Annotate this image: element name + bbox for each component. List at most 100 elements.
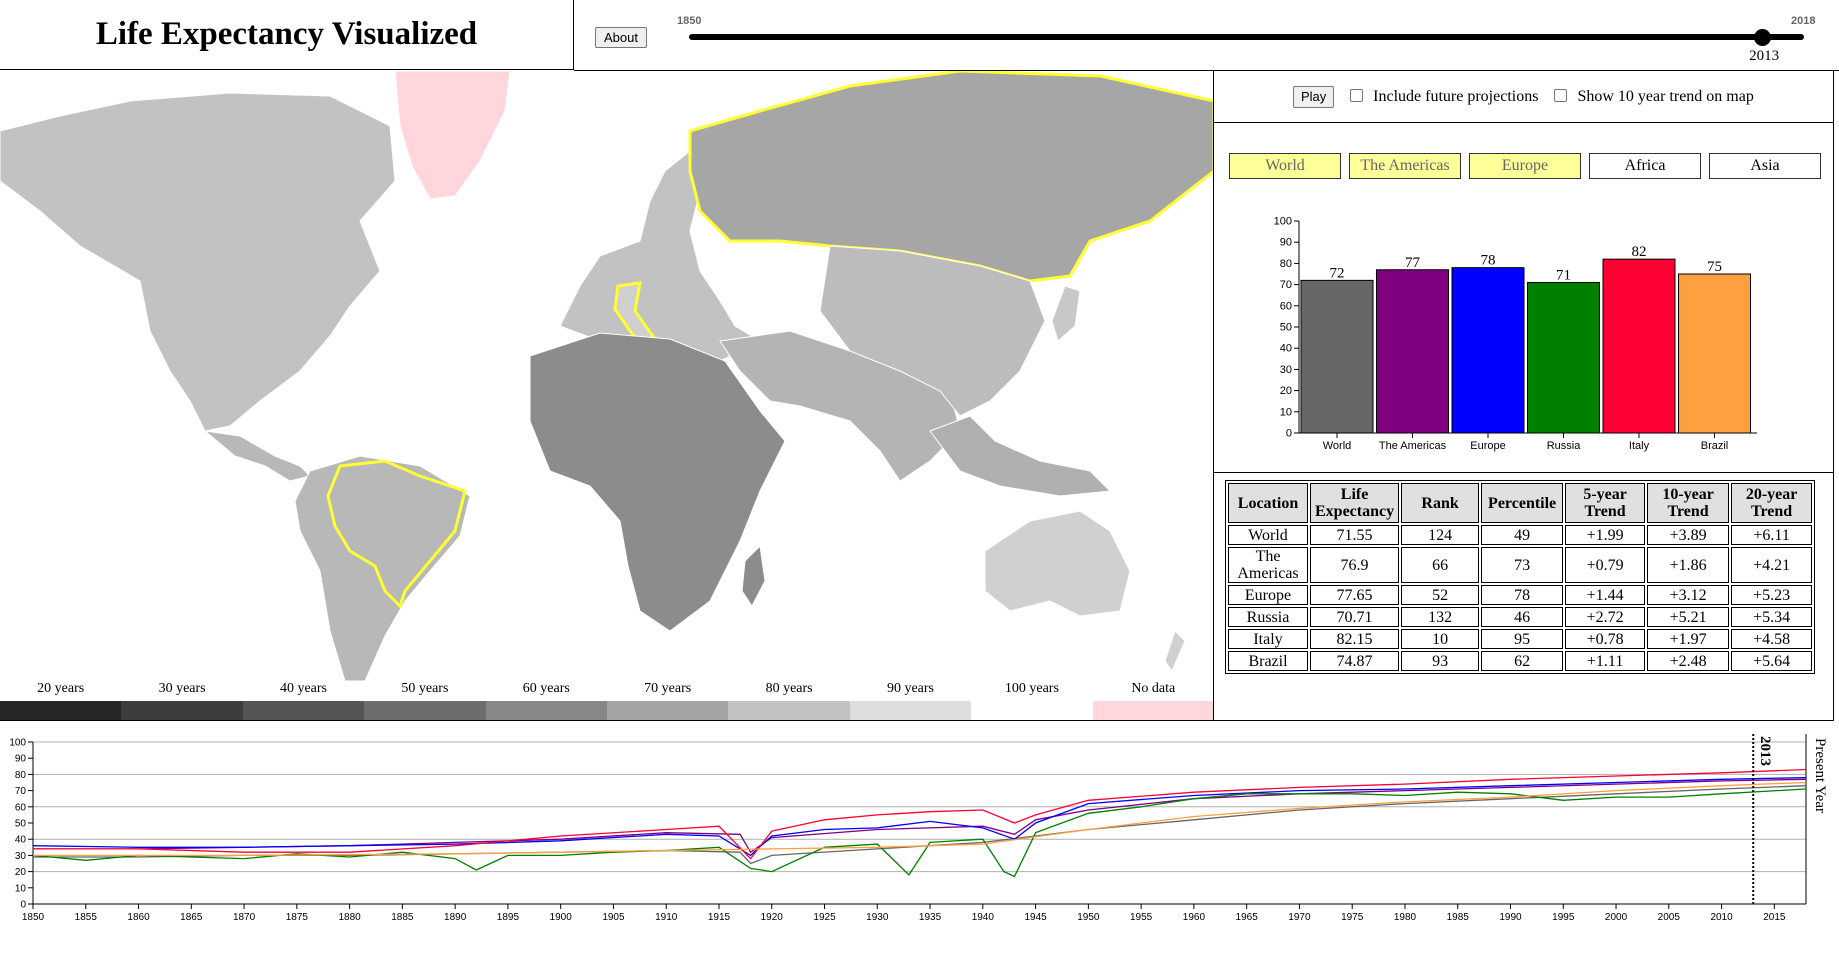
- table-cell: 74.87: [1310, 651, 1400, 671]
- map-legend: 20 years 30 years 40 years 50 years 60 years…: [0, 681, 1213, 720]
- table-cell: World: [1228, 525, 1308, 545]
- bar-value-label: 82: [1632, 244, 1647, 260]
- line-x-tick-label: 1920: [761, 912, 784, 923]
- bar: [1376, 269, 1449, 434]
- trend-checkbox[interactable]: [1554, 89, 1568, 102]
- map-brazil-highlight[interactable]: [326, 459, 467, 609]
- bar-chart: 0 10 20 30 40 50 60 70 80 90 100 72 World 77 The Ameri…: [1274, 216, 1757, 452]
- region-button-the-americas[interactable]: The Americas: [1349, 153, 1461, 179]
- region-button-europe[interactable]: Europe: [1469, 153, 1581, 179]
- map-russia[interactable]: [689, 71, 1214, 282]
- table-cell: +1.99: [1565, 525, 1646, 545]
- bar-value-label: 72: [1330, 265, 1345, 281]
- present-year-label: Present Year: [1812, 738, 1828, 813]
- line-x-tick-label: 1860: [127, 912, 150, 923]
- line-x-tick-label: 1990: [1499, 912, 1522, 923]
- map-africa[interactable]: [529, 332, 786, 632]
- trend-label: Show 10 year trend on map: [1577, 87, 1754, 105]
- region-button-world[interactable]: World: [1229, 153, 1341, 179]
- year-slider-track[interactable]: [689, 34, 1804, 40]
- table-cell: +6.11: [1731, 525, 1813, 545]
- bar-y-tick-label: 80: [1280, 258, 1292, 270]
- current-year-marker-label: 2013: [1757, 736, 1773, 766]
- table-cell: +4.58: [1731, 629, 1813, 649]
- line-x-tick-label: 1940: [972, 912, 995, 923]
- year-slider-handle[interactable]: [1754, 29, 1772, 46]
- line-x-tick-label: 1945: [1024, 912, 1047, 923]
- line-x-tick-label: 1965: [1236, 912, 1259, 923]
- table-body: World 71.55 124 49 +1.99 +3.89 +6.11 The Americ…: [1228, 525, 1813, 671]
- map-new-zealand[interactable]: [1164, 630, 1186, 673]
- bar: [1300, 279, 1374, 434]
- line-x-tick-label: 1855: [75, 912, 98, 923]
- legend-label: No data: [1131, 681, 1176, 696]
- table-header-row: Location Life Expectancy Rank Percentile 5-y…: [1228, 483, 1813, 523]
- line-x-tick-label: 1960: [1183, 912, 1206, 923]
- table-row: The Americas 76.9 66 73 +0.79 +1.86 +4.21: [1228, 547, 1813, 583]
- line-x-tick-label: 1905: [602, 912, 625, 923]
- table-cell: 71.55: [1310, 525, 1400, 545]
- map-central-america[interactable]: [203, 430, 311, 482]
- line-x-tick-label: 1950: [1077, 912, 1100, 923]
- legend-label: 30 years: [158, 681, 206, 696]
- page-title: Life Expectancy Visualized: [95, 16, 478, 52]
- map-australia[interactable]: [984, 510, 1131, 617]
- legend-swatch: [849, 701, 972, 720]
- legend-label: 40 years: [279, 681, 328, 696]
- table-cell: 76.9: [1310, 547, 1400, 583]
- table-cell: 77.65: [1310, 585, 1400, 605]
- line-y-tick-label: 30: [15, 851, 27, 862]
- bar-value-label: 75: [1707, 259, 1722, 275]
- legend-swatch: [971, 701, 1093, 720]
- line-x-tick-label: 1975: [1341, 912, 1364, 923]
- series-line: [33, 768, 1807, 860]
- legend-item: No data: [1092, 681, 1213, 720]
- line-y-tick-label: 90: [15, 754, 27, 765]
- table-row: Europe 77.65 52 78 +1.44 +3.12 +5.23: [1228, 585, 1813, 605]
- map-greenland[interactable]: [394, 71, 511, 200]
- line-x-tick-label: 1910: [655, 912, 678, 923]
- region-button-africa[interactable]: Africa: [1589, 153, 1701, 179]
- table-header-cell: Percentile: [1481, 483, 1564, 523]
- table-cell: 49: [1481, 525, 1564, 545]
- table-cell: +2.48: [1647, 651, 1730, 671]
- table-cell: +4.21: [1731, 547, 1813, 583]
- table-row: Italy 82.15 10 95 +0.78 +1.97 +4.58: [1228, 629, 1813, 649]
- line-x-tick-label: 1890: [444, 912, 467, 923]
- slider-min-label: 1850: [677, 15, 702, 27]
- map-east-asia[interactable]: [819, 245, 1046, 417]
- map-north-america[interactable]: [0, 92, 396, 432]
- bar-category-label: The Americas: [1379, 440, 1447, 452]
- region-button-asia[interactable]: Asia: [1709, 153, 1821, 179]
- table-cell: Europe: [1228, 585, 1308, 605]
- map-russia-highlight[interactable]: [688, 71, 1214, 283]
- map-south-america[interactable]: [294, 455, 471, 681]
- line-x-tick-label: 1930: [866, 912, 889, 923]
- play-button[interactable]: Play: [1293, 85, 1335, 108]
- legend-item: 60 years: [485, 681, 607, 720]
- future-projections-checkbox[interactable]: [1350, 89, 1364, 102]
- legend-item: 80 years: [728, 681, 850, 720]
- line-y-tick-label: 0: [20, 900, 26, 911]
- map-madagascar[interactable]: [741, 544, 766, 607]
- bar-value-label: 71: [1556, 267, 1571, 283]
- table-header-cell: 20-year Trend: [1731, 483, 1813, 523]
- about-button[interactable]: About: [595, 27, 647, 48]
- stats-table-panel: Location Life Expectancy Rank Percentile 5-y…: [1214, 473, 1834, 721]
- line-x-tick-label: 1985: [1447, 912, 1470, 923]
- bar-y-tick-label: 60: [1280, 300, 1292, 312]
- line-x-tick-label: 1955: [1130, 912, 1153, 923]
- bar: [1678, 273, 1751, 434]
- world-map[interactable]: [0, 71, 1214, 681]
- table-cell: +5.34: [1731, 607, 1813, 627]
- legend-swatch: [607, 701, 729, 720]
- bar-value-label: 77: [1405, 255, 1421, 271]
- legend-label: 20 years: [37, 681, 85, 696]
- future-projections-label: Include future projections: [1373, 87, 1539, 105]
- line-x-tick-label: 1865: [180, 912, 203, 923]
- map-southeast-asia[interactable]: [929, 415, 1112, 497]
- playback-controls: Play Include future projections Show 10 …: [1214, 71, 1834, 123]
- map-japan[interactable]: [1051, 285, 1081, 342]
- table-cell: 70.71: [1310, 607, 1400, 627]
- line-x-tick-label: 1900: [550, 912, 573, 923]
